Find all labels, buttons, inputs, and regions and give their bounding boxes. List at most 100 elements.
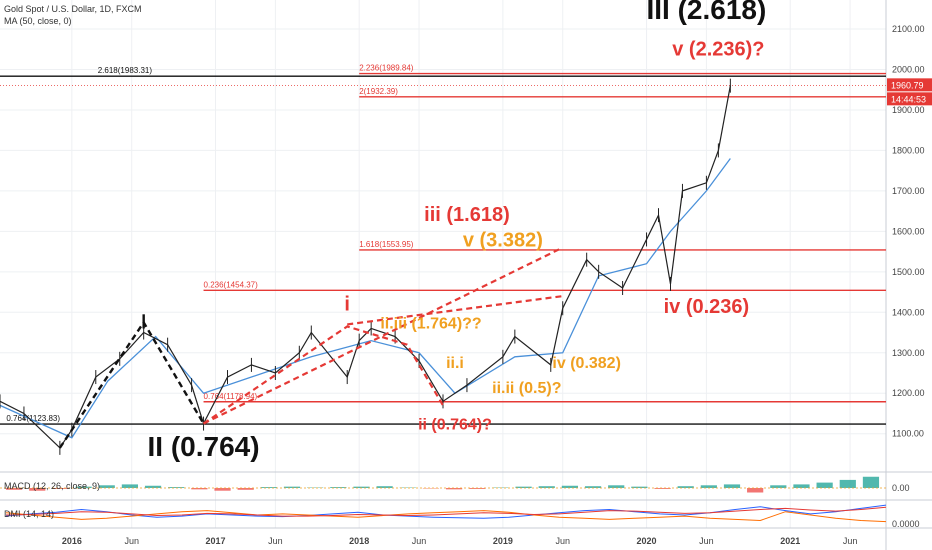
ma-50-line (0, 158, 731, 439)
fib-levels: 2.236(1989.84) 2(1932.39) 1.618(1553.95) 0.… (0, 64, 886, 425)
price-series (0, 78, 731, 455)
wave-label: v (3.382) (463, 230, 543, 252)
dmi-pane: 0.0000 (5, 504, 920, 529)
wave-label: II (0.764) (148, 431, 260, 462)
macd-histogram-bar (376, 486, 393, 488)
time-tick-label: Jun (268, 536, 283, 546)
wave-label: ii.ii (0.5)? (492, 380, 561, 397)
macd-histogram-bar (52, 488, 69, 489)
dmi-indicator-label[interactable]: DMI (14, 14) (4, 509, 55, 519)
wave-label: v (2.236)? (672, 38, 764, 60)
wave-label: i (344, 293, 350, 315)
macd-histogram-bar (283, 486, 301, 488)
symbol-title[interactable]: Gold Spot / U.S. Dollar, 1D, FXCM (4, 4, 142, 14)
macd-pane: 0.00 (0, 476, 910, 493)
macd-histogram-bar (584, 486, 602, 488)
wave-lines (58, 246, 564, 449)
wave-label: ii.i (446, 355, 464, 372)
macd-histogram-bar (700, 485, 717, 488)
wave-label: iv (0.382) (552, 355, 620, 372)
dmi-minus-line (5, 510, 887, 523)
countdown-label: 14:44:53 (891, 94, 926, 104)
level-label: 2.618(1983.31) (98, 66, 153, 75)
time-tick-label: Jun (412, 536, 427, 546)
wave-label: iv (0.236) (664, 296, 750, 318)
time-tick-label: 2021 (780, 536, 800, 546)
macd-histogram-bar (353, 486, 370, 488)
price-tick-label: 1900.00 (892, 105, 925, 115)
time-axis[interactable]: 2016 Jun 2017 Jun 2018 Jun 2019 Jun 2020 Jun 2021 J… (62, 536, 858, 546)
price-tick-label: 2000.00 (892, 64, 925, 74)
price-tick-label: 2100.00 (892, 24, 925, 34)
time-tick-label: Jun (843, 536, 858, 546)
ma-indicator-label[interactable]: MA (50, close, 0) (4, 16, 72, 26)
macd-histogram-bar (515, 486, 532, 488)
macd-histogram-bar (98, 485, 115, 488)
macd-histogram-bar (260, 487, 277, 488)
level-label: 0.236(1454.37) (204, 280, 259, 289)
macd-histogram-bar (330, 487, 347, 488)
macd-histogram-bar (654, 488, 671, 489)
time-tick-label: 2016 (62, 536, 82, 546)
time-tick-label: 2020 (637, 536, 657, 546)
dmi-plus-line (5, 504, 887, 519)
macd-histogram-bar (747, 488, 764, 493)
level-label: 0.764(1178.94) (204, 392, 258, 401)
wave-line (203, 246, 564, 425)
price-tick-label: 1100.00 (892, 429, 924, 439)
macd-histogram-bar (793, 484, 810, 488)
time-tick-label: 2018 (349, 536, 369, 546)
price-axis[interactable]: 2100.00 2000.00 1900.00 1800.00 1700.00 1600.… (892, 24, 925, 439)
macd-histogram-bar (839, 479, 856, 488)
macd-histogram-bar (723, 484, 741, 488)
macd-tick-label: 0.00 (892, 483, 910, 493)
time-tick-label: 2019 (493, 536, 513, 546)
time-tick-label: Jun (124, 536, 139, 546)
wave-label: iii (1.618) (424, 204, 510, 226)
price-tick-label: 1300.00 (892, 348, 925, 358)
wave-label: ii.iii (1.764)?? (380, 315, 481, 332)
wave-line (347, 295, 563, 326)
countdown-badge (887, 92, 932, 106)
time-tick-label: 2017 (205, 536, 225, 546)
ma-line (0, 158, 731, 439)
level-label: 0.764(1123.83) (6, 414, 60, 423)
last-price-badge (887, 78, 932, 92)
price-tick-label: 1800.00 (892, 145, 925, 155)
macd-histogram-bar (770, 485, 787, 488)
macd-histogram-bar (75, 486, 92, 488)
macd-histogram-bar (631, 486, 648, 488)
macd-histogram-bar (237, 488, 254, 490)
price-tick-label: 1400.00 (892, 307, 925, 317)
macd-histogram-bar (29, 488, 46, 491)
level-label: 2.236(1989.84) (359, 64, 414, 73)
dmi-adx-line (5, 506, 887, 517)
price-tick-label: 1600.00 (892, 226, 925, 236)
macd-histogram-bar (677, 486, 694, 488)
macd-histogram-bar (214, 488, 231, 491)
price-tick-label: 1200.00 (892, 388, 925, 398)
macd-histogram-bar (862, 476, 880, 488)
macd-histogram-bar (121, 484, 138, 488)
macd-histogram-bar (469, 488, 486, 489)
price-badges: 1960.79 14:44:53 (887, 78, 932, 106)
macd-histogram-bar (144, 485, 162, 488)
dmi-tick-label: 0.0000 (892, 519, 920, 529)
macd-histogram-bar (538, 486, 555, 488)
macd-histogram-bar (168, 487, 185, 488)
price-tick-label: 1700.00 (892, 186, 925, 196)
time-tick-label: Jun (699, 536, 714, 546)
level-label: 1.618(1553.95) (359, 240, 414, 249)
price-line (0, 85, 731, 449)
wave-annotations: III (2.618) v (2.236)? iii (1.618) v (3.382… (148, 0, 767, 462)
macd-histogram-bar (816, 482, 833, 488)
wave-label: III (2.618) (646, 0, 766, 25)
level-label: 2(1932.39) (359, 87, 398, 96)
macd-histogram-bar (608, 485, 625, 488)
macd-histogram-bar (446, 488, 463, 490)
wave-line (202, 325, 444, 425)
time-tick-label: Jun (555, 536, 570, 546)
macd-indicator-label[interactable]: MACD (12, 26, close, 9) (4, 481, 101, 491)
